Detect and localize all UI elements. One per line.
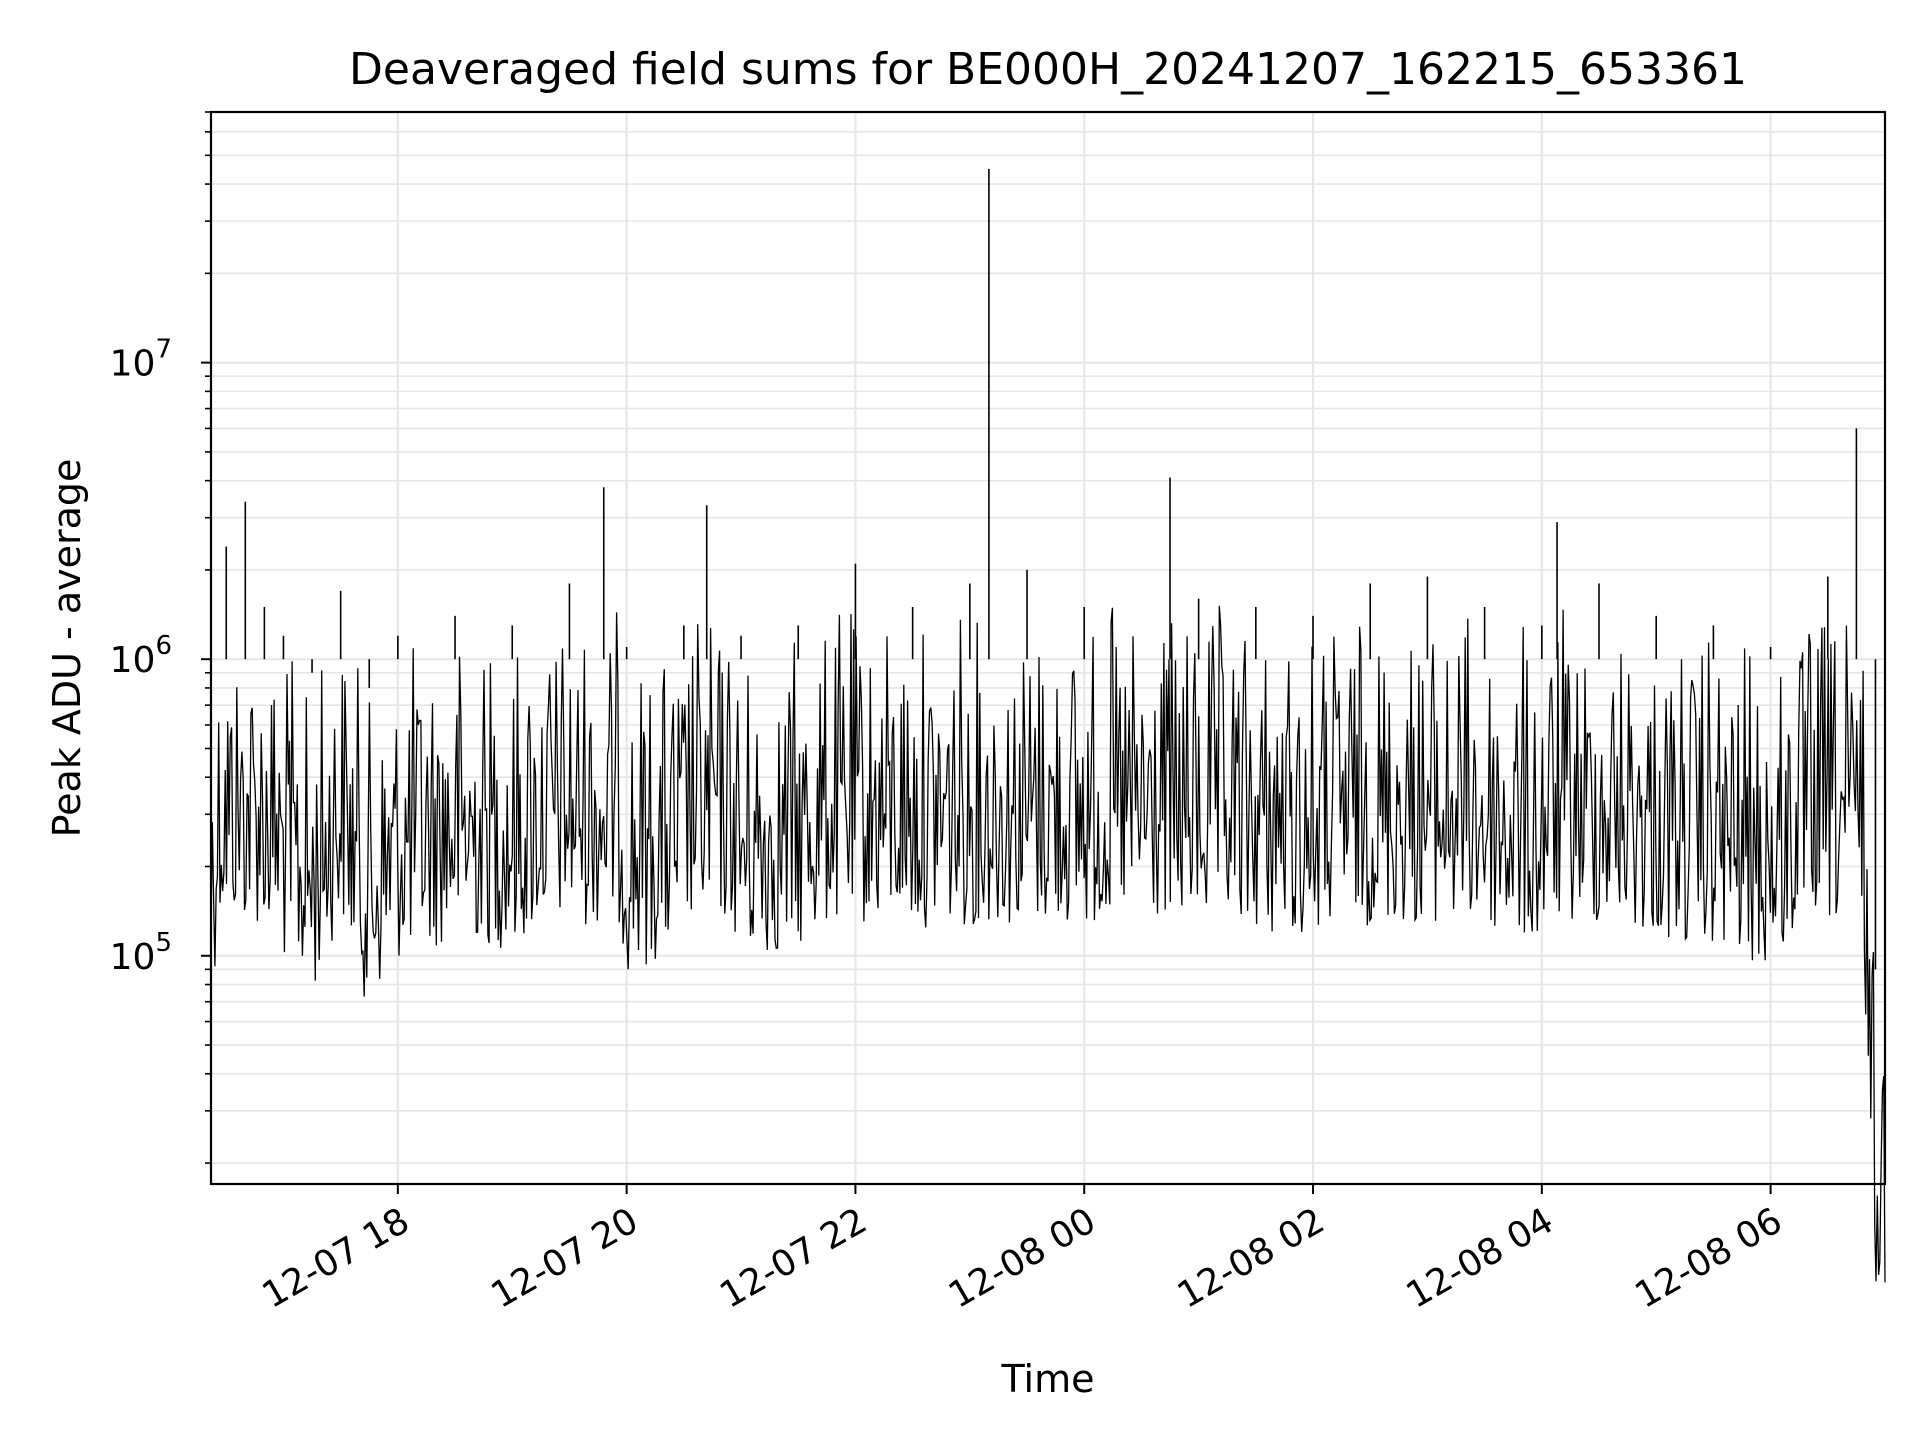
x-tick-label: 12-08 00	[942, 1200, 1103, 1316]
y-axis-label: Peak ADU - average	[45, 459, 89, 838]
x-tick-label: 12-07 22	[713, 1200, 874, 1316]
plot-frame	[209, 110, 1887, 1186]
series-line	[210, 605, 1886, 1283]
y-axis-ticks: 105 106 107	[110, 111, 211, 1164]
x-axis-ticks: 12-07 18 12-07 20 12-07 22 12-08 00 12-08 02…	[256, 1184, 1789, 1317]
x-tick-label: 12-07 18	[256, 1200, 417, 1316]
series-layer	[210, 168, 1886, 1283]
x-tick-label: 12-08 06	[1628, 1200, 1789, 1316]
x-axis-label: Time	[1001, 1357, 1095, 1401]
x-tick-label: 12-07 20	[484, 1200, 645, 1316]
x-tick-label: 12-08 02	[1171, 1200, 1332, 1316]
x-tick-label: 12-08 04	[1400, 1200, 1561, 1316]
y-tick-label: 106	[110, 631, 172, 681]
chart-title: Deaveraged field sums for BE000H_2024120…	[349, 44, 1747, 95]
y-tick-label: 107	[110, 335, 172, 385]
grid	[211, 111, 1885, 1184]
y-tick-label: 105	[110, 928, 172, 978]
